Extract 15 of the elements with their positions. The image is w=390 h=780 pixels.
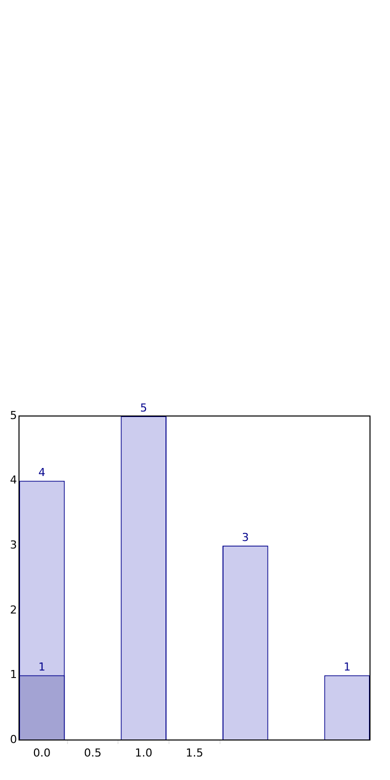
data-label: 1 <box>38 660 46 674</box>
y-tick-label: 4 <box>10 474 17 487</box>
x-tick-label: 0.5 <box>84 746 102 760</box>
y-tick-label: 1 <box>10 668 17 682</box>
x-tick-label: 0.0 <box>33 746 51 760</box>
y-tick-label: 5 <box>10 408 17 422</box>
x-tick-label: 1.0 <box>134 746 152 760</box>
data-label: 3 <box>242 530 249 544</box>
y-tick-label: 2 <box>10 603 17 616</box>
data-label: 5 <box>140 401 148 414</box>
data-label: 1 <box>344 660 351 674</box>
data-label: 4 <box>38 466 46 480</box>
y-tick-label: 3 <box>10 538 17 552</box>
y-tick-label: 0 <box>10 732 17 746</box>
x-tick-label: 1.5 <box>186 746 204 760</box>
